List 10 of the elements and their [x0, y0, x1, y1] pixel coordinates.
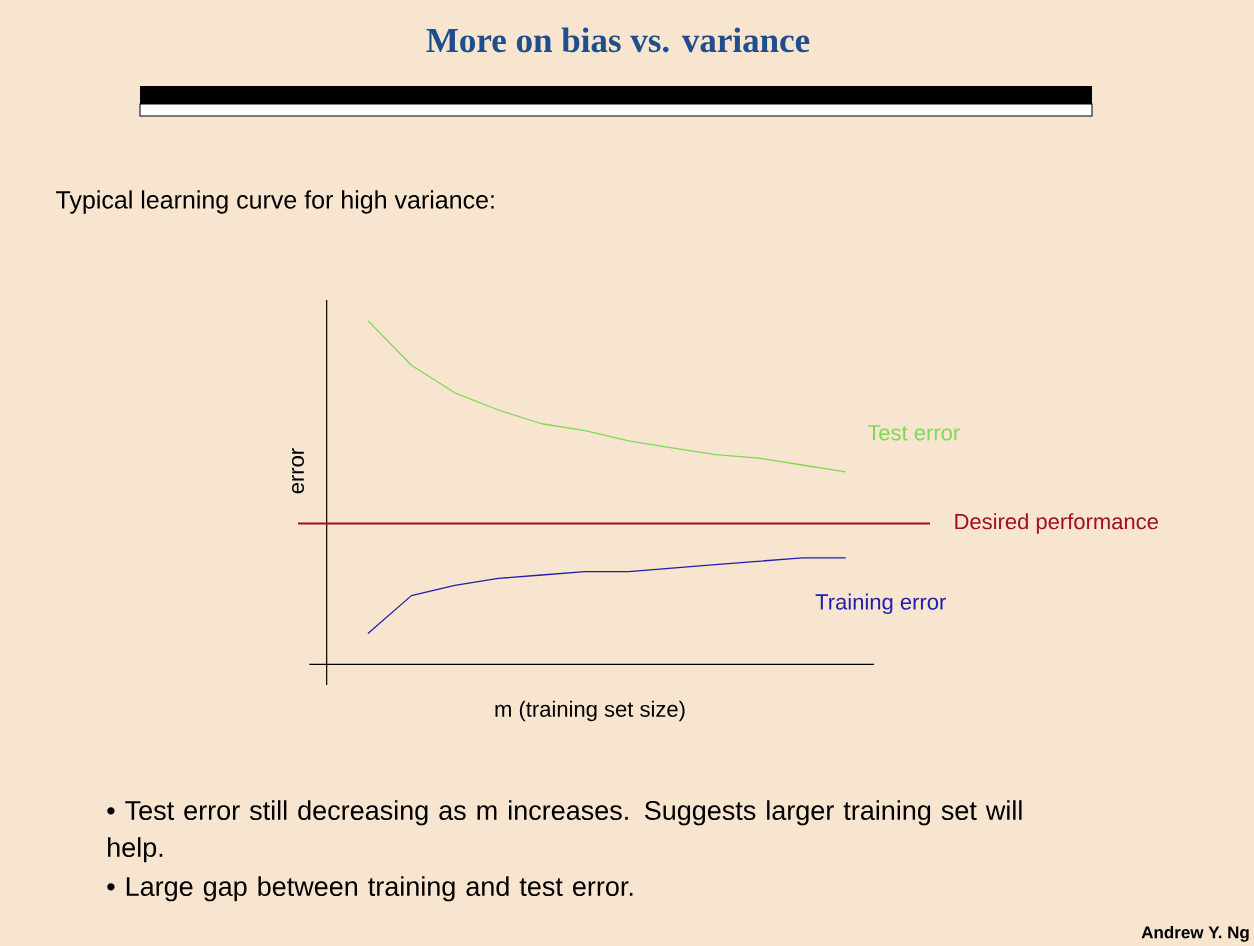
series-label: Training error [815, 593, 946, 615]
series-label: Test error [867, 425, 960, 441]
text: Andrew Y. Ng [1141, 925, 1249, 942]
ref-line-label: Desired performance [955, 513, 1158, 534]
text: • Large gap between training and test error. [107, 876, 633, 902]
x-axis-title: m (training set size) [495, 700, 685, 722]
y-axis-title: error [291, 448, 305, 494]
text: • Test error still decreasing as m increases. Suggests larger training set will help. [107, 800, 1022, 863]
chart-subtitle: Typical learning curve for high variance: [56, 190, 494, 214]
chart-title: More on bias vs. variance [426, 27, 810, 53]
